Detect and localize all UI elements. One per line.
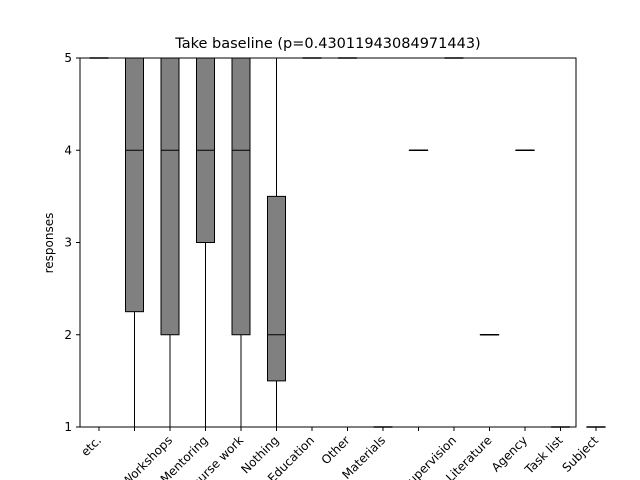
y-axis: 1 2 3 4 5 [64, 51, 80, 434]
x-tick-label: etc. [78, 433, 104, 459]
box-4 [196, 57, 215, 427]
box-2 [125, 57, 144, 427]
y-tick-label: 4 [64, 143, 72, 157]
y-tick-label: 2 [64, 328, 72, 342]
box-5 [231, 57, 251, 427]
x-tick-label: Task list [522, 433, 566, 477]
box-3 [160, 57, 180, 427]
box-body [125, 57, 144, 313]
plot-area [89, 57, 606, 428]
plot-frame [79, 57, 577, 428]
x-tick-label: Subject [560, 433, 602, 475]
box-body [267, 195, 286, 382]
y-tick-label: 5 [64, 51, 72, 65]
chart-title: Take baseline (p=0.43011943084971443) [174, 36, 480, 52]
y-tick-label: 3 [64, 236, 72, 250]
y-tick-label: 1 [64, 420, 72, 434]
box-body [231, 57, 251, 336]
x-tick-label: Other [319, 433, 353, 467]
y-axis-label: responses [42, 213, 56, 274]
box-body [160, 57, 180, 336]
box-6 [267, 58, 286, 427]
